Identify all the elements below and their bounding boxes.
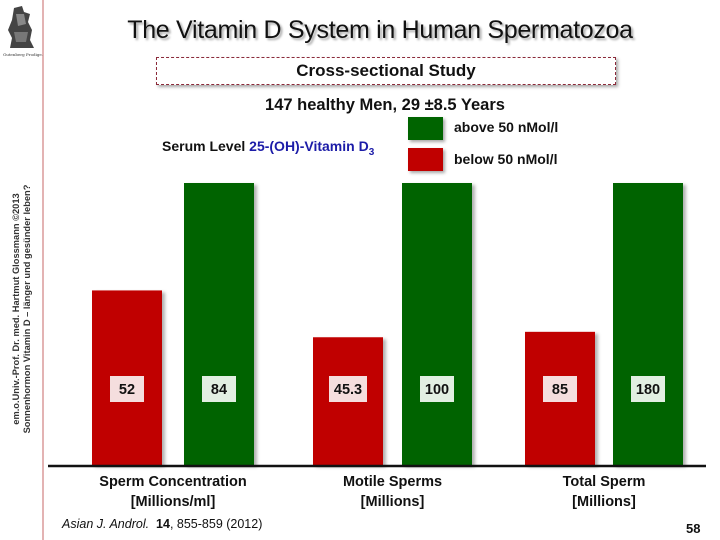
serum-prefix: Serum Level <box>162 138 250 154</box>
bar-above-0 <box>184 183 254 465</box>
value-label-below-1: 45.3 <box>334 382 362 398</box>
left-margin-rule <box>42 0 44 540</box>
serum-metabolite: 25-(OH)-Vitamin D <box>249 138 369 154</box>
value-label-above-0: 84 <box>211 382 227 398</box>
cohort-description: 147 healthy Men, 29 ±8.5 Years <box>265 96 505 114</box>
serum-subscript: 3 <box>368 146 375 158</box>
subtitle-box <box>156 57 616 85</box>
value-label-bg-above-1 <box>420 376 454 402</box>
value-label-below-2: 85 <box>552 382 568 398</box>
category-label-0: Sperm Concentration <box>99 474 246 490</box>
category-unit-1: [Millions] <box>361 494 425 510</box>
value-label-above-1: 100 <box>425 382 449 398</box>
logo-caption: Gutenberg Prodige. <box>3 52 44 57</box>
value-label-bg-below-0 <box>110 376 144 402</box>
page-number: 58 <box>686 521 701 536</box>
value-label-bg-below-2 <box>543 376 577 402</box>
gutenberg-logo-icon <box>8 6 34 48</box>
legend-label-above: above 50 nMol/l <box>454 119 559 135</box>
value-label-above-2: 180 <box>636 382 660 398</box>
slide-title: The Vitamin D System in Human Spermatozo… <box>127 16 633 44</box>
legend-swatch-above <box>408 117 443 140</box>
value-label-bg-below-1 <box>329 376 367 402</box>
value-label-below-0: 52 <box>119 382 135 398</box>
category-label-2: Total Sperm <box>563 474 646 490</box>
legend-swatch-below <box>408 148 443 171</box>
citation-journal: Asian J. Androl. <box>62 517 150 531</box>
category-label-1: Motile Sperms <box>343 474 442 490</box>
value-label-bg-above-0 <box>202 376 236 402</box>
category-unit-2: [Millions] <box>572 494 636 510</box>
bar-above-2 <box>613 183 683 465</box>
value-label-bg-above-2 <box>631 376 665 402</box>
citation-volume: 14 <box>156 517 170 531</box>
study-type: Cross-sectional Study <box>296 61 476 80</box>
citation-pages: , 855-859 (2012) <box>169 517 263 531</box>
category-unit-0: [Millions/ml] <box>131 494 216 510</box>
bar-above-1 <box>402 183 472 465</box>
legend-label-below: below 50 nMol/l <box>454 151 558 167</box>
serum-level-label: Serum Level 25-(OH)-Vitamin D3 <box>162 138 374 158</box>
citation: Asian J. Androl. 14, 855-859 (2012) <box>62 517 262 531</box>
